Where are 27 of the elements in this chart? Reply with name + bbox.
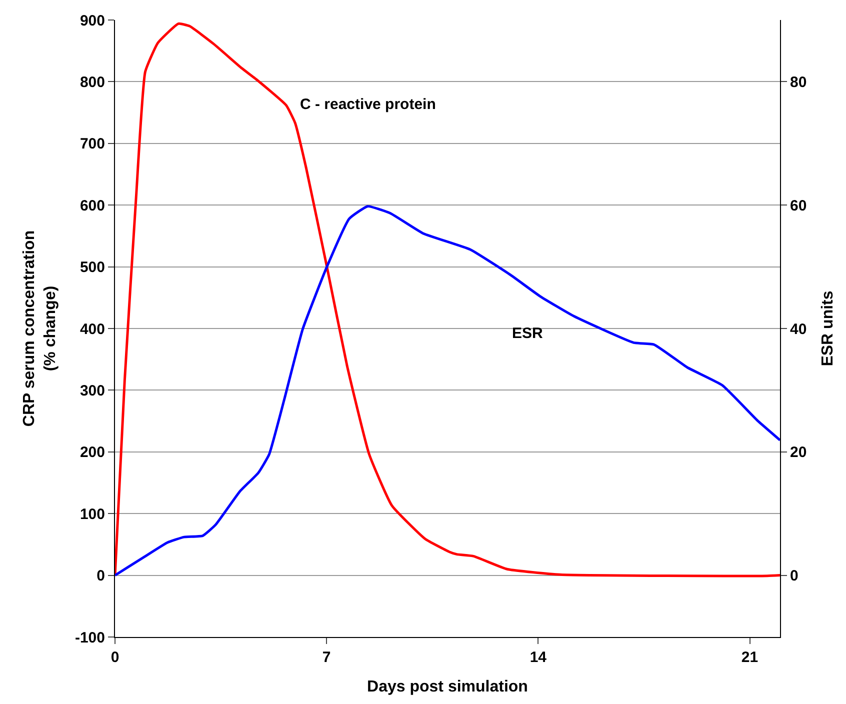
x-tick-label: 7	[322, 649, 331, 666]
y-tick-label: -100	[74, 629, 105, 646]
y-tick-label: 700	[80, 136, 105, 153]
y-tick-label: 600	[80, 197, 105, 214]
x-axis-title: Days post simulation	[367, 678, 528, 696]
y-tick-label: 300	[80, 382, 105, 400]
y-tick-label: 500	[80, 259, 105, 276]
y-axis-title: CRP serum concentration (% change)	[21, 230, 59, 427]
y2-tick-label: 0	[790, 568, 798, 585]
y2-axis-title: ESR units	[819, 290, 836, 366]
y-tick-label: 900	[80, 12, 105, 30]
y-tick-label: 200	[80, 444, 105, 462]
y2-tick-label: 80	[790, 74, 807, 91]
y2-tick-label: 60	[790, 197, 807, 214]
line-series	[115, 205, 780, 577]
y-tick-label: 400	[80, 320, 105, 338]
x-tick-label: 14	[530, 649, 548, 666]
series-label: C - reactive protein	[300, 96, 436, 113]
y2-tick-label: 20	[790, 444, 807, 462]
line-series	[115, 22, 780, 578]
series-label: ESR	[512, 325, 544, 342]
y2-tick-label: 40	[790, 320, 807, 338]
x-tick-label: 0	[110, 649, 120, 666]
y-tick-label: 800	[80, 74, 105, 91]
y-tick-label: 0	[96, 568, 105, 585]
y-tick-label: 100	[80, 506, 105, 523]
x-tick-label: 21	[741, 649, 758, 666]
